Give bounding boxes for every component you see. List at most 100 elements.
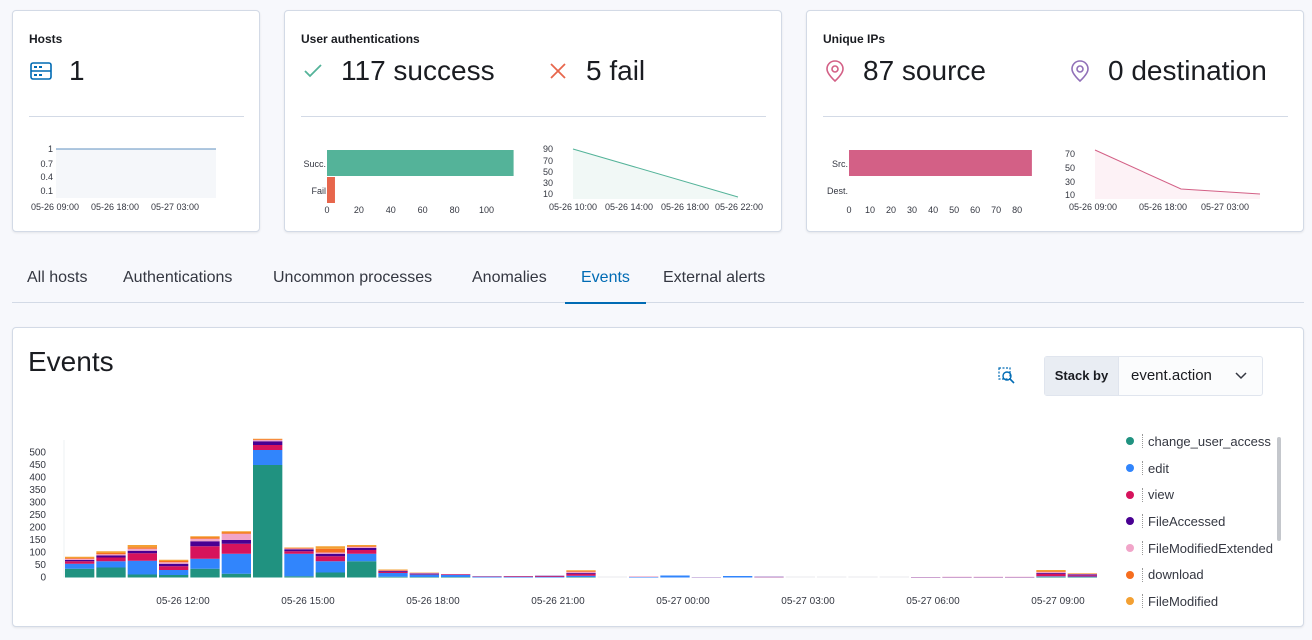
x-tick-label: 05-26 10:00 bbox=[549, 202, 597, 212]
drag-handle-icon[interactable] bbox=[1142, 594, 1143, 609]
ips-source-count: 87 source bbox=[863, 55, 986, 86]
tab-events[interactable]: Events bbox=[565, 256, 646, 304]
y-tick-label: 0.7 bbox=[40, 159, 53, 169]
histogram-bar-segment bbox=[65, 558, 95, 560]
drag-handle-icon[interactable] bbox=[1142, 541, 1143, 556]
inspect-icon[interactable] bbox=[998, 367, 1016, 385]
legend-dot-icon bbox=[1126, 490, 1134, 499]
histogram-bar-segment bbox=[785, 576, 815, 578]
histogram-bar-segment bbox=[378, 570, 408, 571]
histogram-bar-segment bbox=[190, 568, 220, 578]
histogram-bar-segment bbox=[566, 575, 596, 577]
x-tick-label: 05-26 09:00 bbox=[31, 202, 79, 212]
drag-handle-icon[interactable] bbox=[1142, 567, 1143, 582]
x-tick-label: 70 bbox=[991, 205, 1001, 215]
histogram-bar-segment bbox=[159, 566, 189, 570]
x-tick-label: 50 bbox=[949, 205, 959, 215]
histogram-bar-segment bbox=[1067, 574, 1097, 575]
y-tick-label: 100 bbox=[29, 548, 46, 559]
histogram-bar-segment bbox=[1036, 576, 1066, 578]
map-marker-icon bbox=[1068, 59, 1092, 83]
hosts-title: Hosts bbox=[29, 32, 63, 46]
histogram-bar-segment bbox=[879, 576, 909, 578]
x-tick-label: 80 bbox=[450, 205, 460, 215]
legend-dot-icon bbox=[1126, 464, 1134, 473]
drag-handle-icon[interactable] bbox=[1142, 514, 1143, 529]
histogram-bar-segment bbox=[817, 576, 847, 578]
histogram-bar-segment bbox=[441, 575, 471, 577]
x-tick-label: 20 bbox=[354, 205, 364, 215]
histogram-bar-segment bbox=[315, 561, 345, 573]
histogram-bar-segment bbox=[535, 575, 565, 577]
legend-item[interactable]: download bbox=[1126, 561, 1273, 588]
tab-anomalies[interactable]: Anomalies bbox=[472, 269, 547, 286]
auth-fail-stat: 5 fail bbox=[546, 55, 645, 87]
histogram-bar-segment bbox=[253, 450, 283, 465]
histogram-bar-segment bbox=[1067, 576, 1097, 577]
tab-authentications[interactable]: Authentications bbox=[123, 269, 233, 286]
x-tick-label: 30 bbox=[907, 205, 917, 215]
drag-handle-icon[interactable] bbox=[1142, 434, 1143, 449]
histogram-bar-segment bbox=[566, 571, 596, 572]
hosts-count: 1 bbox=[69, 55, 85, 86]
legend-item[interactable]: change_user_access bbox=[1126, 428, 1273, 455]
histogram-bar-segment bbox=[127, 550, 157, 554]
x-tick-label: 05-26 15:00 bbox=[281, 596, 335, 607]
histogram-bar-segment bbox=[1036, 570, 1066, 572]
y-tick-label: 0.4 bbox=[40, 172, 53, 182]
legend-item[interactable]: FileAccessed bbox=[1126, 508, 1273, 535]
ips-panel: Unique IPs 87 source 0 destination Src. D… bbox=[806, 10, 1304, 232]
y-tick-label: 0 bbox=[40, 573, 46, 584]
histogram-bar-segment bbox=[96, 554, 126, 556]
stack-by-label: Stack by bbox=[1045, 357, 1119, 395]
auth-success-count: 117 success bbox=[341, 55, 495, 86]
stack-by-select[interactable]: Stack by event.action bbox=[1044, 356, 1263, 396]
drag-handle-icon[interactable] bbox=[1142, 461, 1143, 476]
y-tick-label: 50 bbox=[1065, 163, 1075, 173]
histogram-bar-segment bbox=[1067, 574, 1097, 576]
legend-dot-icon bbox=[1126, 517, 1134, 526]
histogram-bar-segment bbox=[848, 576, 878, 578]
histogram-bar-segment bbox=[409, 577, 439, 578]
auth-bar-chart: Succ. Fail 0 20 40 60 80 100 bbox=[303, 150, 514, 215]
x-tick-label: 05-26 21:00 bbox=[531, 596, 585, 607]
tab-external-alerts[interactable]: External alerts bbox=[663, 269, 766, 286]
tab-uncommon-processes[interactable]: Uncommon processes bbox=[273, 269, 433, 286]
histogram-bar-segment bbox=[284, 548, 314, 549]
tab-all-hosts[interactable]: All hosts bbox=[27, 269, 88, 286]
histogram-bar-segment bbox=[221, 531, 251, 533]
divider bbox=[823, 116, 1288, 117]
histogram-bar-segment bbox=[190, 541, 220, 547]
legend-item[interactable]: FileModifiedExtended bbox=[1126, 535, 1273, 562]
legend-label: change_user_access bbox=[1148, 433, 1271, 449]
drag-handle-icon[interactable] bbox=[1142, 487, 1143, 502]
legend-scrollbar[interactable] bbox=[1277, 437, 1281, 541]
histogram-bar-segment bbox=[378, 570, 408, 571]
x-tick-label: 05-26 09:00 bbox=[1069, 202, 1117, 212]
map-marker-icon bbox=[823, 59, 847, 83]
histogram-bar-segment bbox=[127, 560, 157, 575]
hosts-panel: Hosts 1 1 0.7 0.4 0.1 05-26 09:00 05-26 18:0… bbox=[12, 10, 260, 232]
auth-panel: User authentications 117 success 5 fail … bbox=[284, 10, 782, 232]
histogram-bar-segment bbox=[159, 570, 189, 575]
category-label: Fail bbox=[311, 186, 326, 196]
histogram-bar-segment bbox=[535, 577, 565, 578]
x-tick-label: 05-26 14:00 bbox=[605, 202, 653, 212]
y-tick-label: 200 bbox=[29, 523, 46, 534]
histogram-bar-segment bbox=[190, 538, 220, 542]
histogram-bar-segment bbox=[221, 543, 251, 554]
legend-item[interactable]: edit bbox=[1126, 455, 1273, 482]
histogram-bar-segment bbox=[441, 574, 471, 575]
x-tick-label: 05-27 00:00 bbox=[656, 596, 710, 607]
legend-dot-icon bbox=[1126, 437, 1134, 446]
category-label: Dest. bbox=[827, 186, 848, 196]
x-tick-label: 05-26 18:00 bbox=[1139, 202, 1187, 212]
bar bbox=[327, 150, 514, 176]
histogram-bar-segment bbox=[347, 546, 377, 548]
legend-item[interactable]: view bbox=[1126, 481, 1273, 508]
legend-item[interactable]: FileModified bbox=[1126, 588, 1273, 615]
histogram-bar-segment bbox=[347, 546, 377, 547]
histogram-bar-segment bbox=[315, 546, 345, 549]
stack-by-value[interactable]: event.action bbox=[1119, 357, 1262, 395]
chevron-down-icon bbox=[1235, 372, 1247, 380]
